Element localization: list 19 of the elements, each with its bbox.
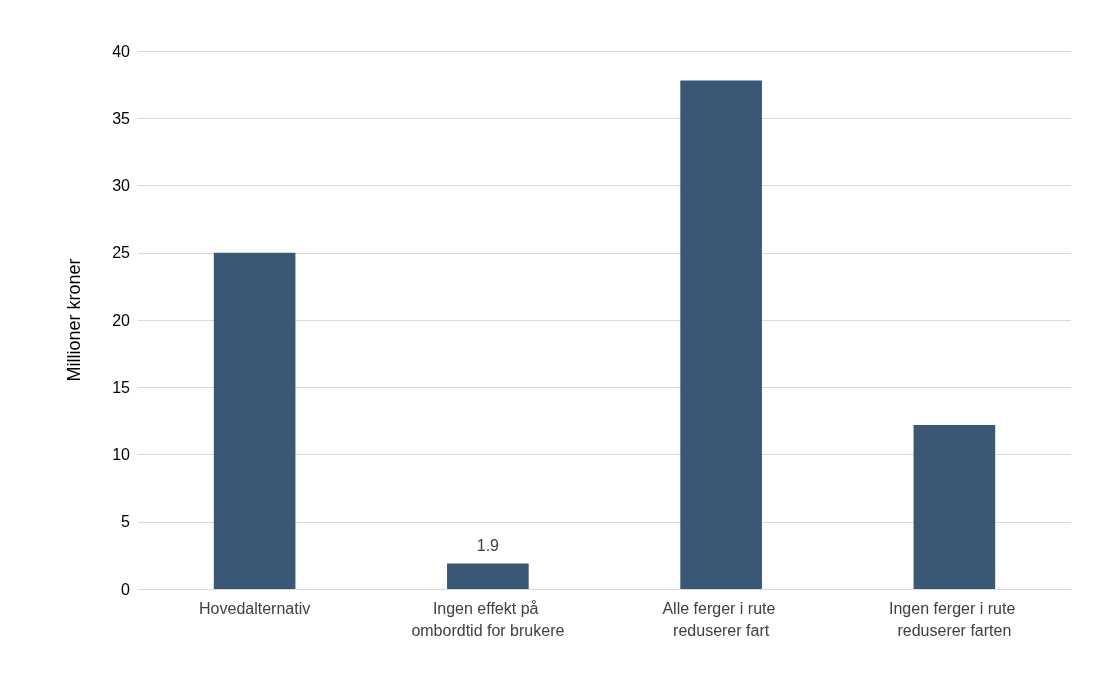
y-tick-label: 5 [121,513,131,531]
y-tick-label: 25 [112,244,131,262]
y-tick-label: 10 [112,446,131,463]
x-tick-label: Hovedalternativ [199,599,311,617]
data-label: 1.9 [476,536,500,554]
bar [913,424,996,589]
bar [447,563,529,589]
y-tick-label: 40 [112,42,131,60]
bar [680,80,762,589]
x-tick-label: Ingen ferger i rute reduserer farten [889,599,1020,639]
x-tick-label: Ingen effekt på ombordtid for brukere [411,599,565,639]
y-tick-label: 20 [112,311,131,329]
x-tick-label: Alle ferger i rute reduserer fart [662,599,780,639]
y-axis-title: Millioner kroner [64,258,84,382]
y-tick-label: 15 [112,378,131,396]
y-tick-label: 35 [112,109,131,127]
y-tick-label: 30 [112,177,131,194]
bar [213,252,296,589]
y-tick-label: 0 [121,580,131,598]
